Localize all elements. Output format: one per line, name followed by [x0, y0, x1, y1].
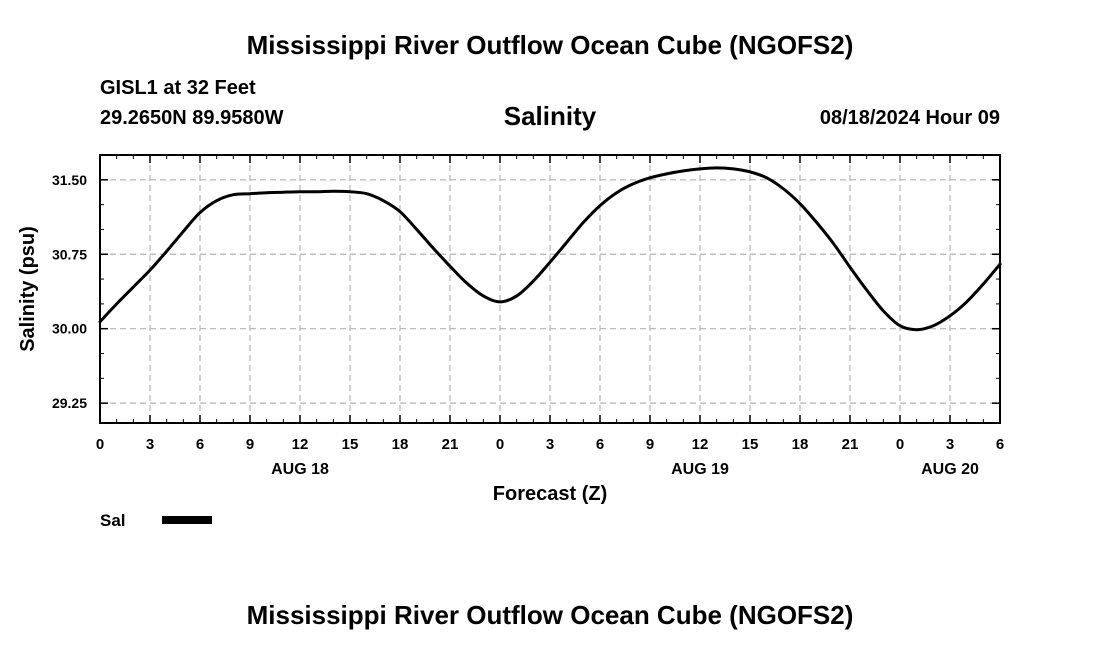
x-tick-label: 6: [596, 436, 604, 453]
x-tick-label: 12: [292, 436, 309, 453]
footer-title: Mississippi River Outflow Ocean Cube (NG…: [246, 600, 854, 630]
chart-title: Mississippi River Outflow Ocean Cube (NG…: [246, 30, 854, 60]
x-tick-label: 6: [196, 436, 204, 453]
x-tick-label: 0: [496, 436, 504, 453]
legend-swatch: [162, 516, 212, 524]
series-line-sal: [98, 166, 1002, 332]
x-tick-label: 3: [946, 436, 954, 453]
station-label: GISL1 at 32 Feet: [100, 77, 256, 99]
x-day-label: AUG 19: [671, 461, 729, 478]
x-tick-label: 21: [442, 436, 459, 453]
station-coordinates: 29.2650N 89.9580W: [100, 107, 284, 129]
y-tick-label: 29.25: [52, 395, 87, 411]
x-day-label: AUG 18: [271, 461, 329, 478]
y-tick-label: 30.75: [52, 246, 87, 262]
x-tick-label: 15: [742, 436, 759, 453]
x-tick-label: 21: [842, 436, 859, 453]
x-tick-label: 3: [546, 436, 554, 453]
x-axis-title: Forecast (Z): [493, 483, 607, 505]
x-tick-label: 3: [146, 436, 154, 453]
x-tick-label: 9: [646, 436, 654, 453]
axis-labels: 0 3 6 9 12 15 18 21 0 3 6 9 12 15 18 21 0 3 6 AUG 18 AUG 19 A…: [52, 172, 1004, 478]
x-tick-label: 0: [896, 436, 904, 453]
grid-lines: [100, 155, 1000, 423]
x-tick-label: 18: [392, 436, 409, 453]
x-tick-label: 18: [792, 436, 809, 453]
x-tick-label: 6: [996, 436, 1004, 453]
x-tick-label: 15: [342, 436, 359, 453]
y-tick-label: 31.50: [52, 172, 87, 188]
x-day-label: AUG 20: [921, 461, 979, 478]
chart-subtitle: Salinity: [503, 101, 597, 131]
forecast-datetime: 08/18/2024 Hour 09: [819, 107, 1000, 129]
series-layer: [98, 166, 1002, 332]
y-tick-label: 30.00: [52, 321, 87, 337]
x-tick-label: 0: [96, 436, 104, 453]
y-axis-title: Salinity (psu): [17, 226, 39, 352]
x-tick-label: 9: [246, 436, 254, 453]
axis-ticks: [99, 154, 1001, 423]
x-tick-label: 12: [692, 436, 709, 453]
legend-label: Sal: [100, 511, 126, 530]
